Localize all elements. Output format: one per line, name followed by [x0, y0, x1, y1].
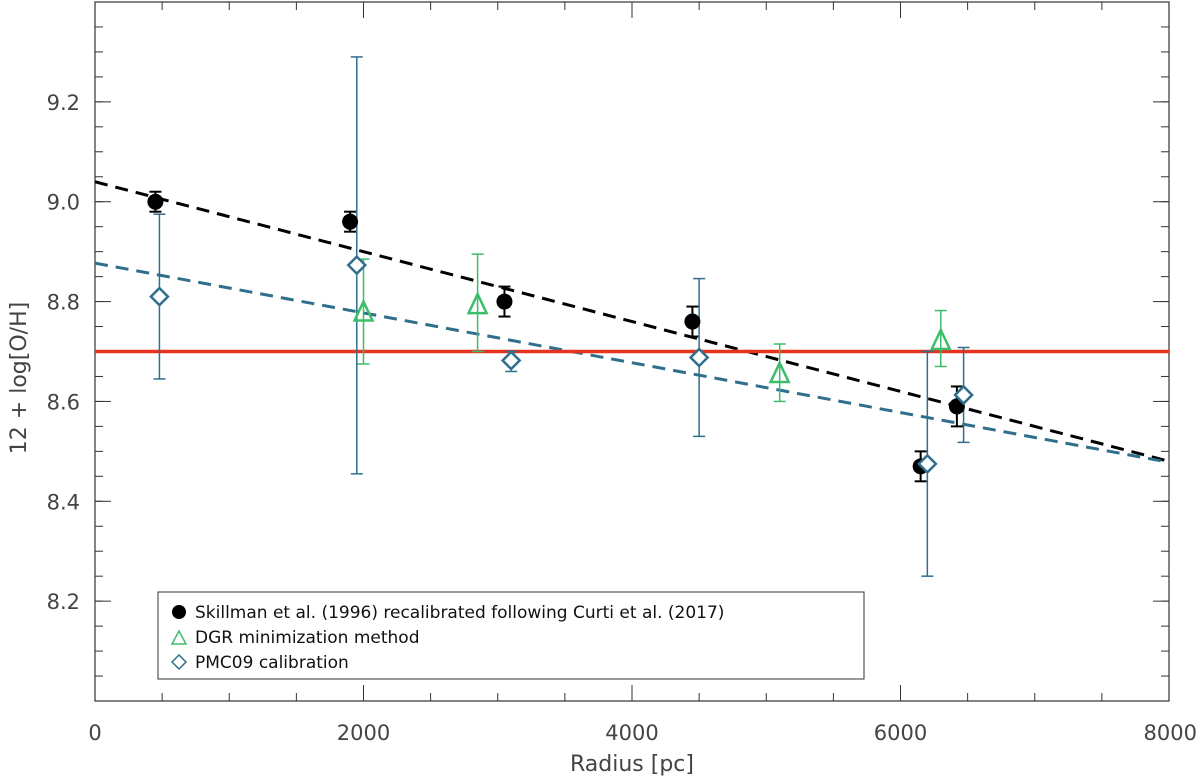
pmc09-point — [149, 286, 170, 307]
legend-box — [157, 591, 865, 680]
x-tick-label: 6000 — [874, 721, 927, 745]
dgr-point — [466, 291, 489, 315]
skillman-point — [342, 213, 359, 230]
skillman-fit-line — [94, 180, 1170, 463]
pmc09-point — [500, 350, 522, 371]
dgr-point — [929, 327, 952, 351]
y-tick-label: 9.2 — [47, 91, 80, 115]
x-axis-title: Radius [pc] — [570, 752, 694, 777]
markers — [147, 193, 974, 475]
legend-label-pmc09: PMC09 calibration — [195, 653, 349, 673]
x-tick-label: 2000 — [337, 721, 390, 745]
y-tick-label: 8.2 — [47, 590, 80, 614]
legend-marker-skillman — [172, 605, 186, 619]
y-tick-label: 9.0 — [47, 191, 80, 215]
legend-marker-pmc09 — [170, 653, 188, 671]
major-ticks — [94, 2, 1170, 701]
y-tick-label: 8.8 — [47, 291, 80, 315]
y-tick-label: 8.4 — [47, 490, 80, 514]
pmc09-point — [953, 384, 974, 406]
error-bars — [149, 56, 970, 577]
pmc09-point — [346, 254, 368, 276]
pmc09-point — [917, 453, 938, 475]
dgr-point — [352, 298, 375, 322]
y-axis-title: 12 + log[O/H] — [7, 302, 32, 454]
x-tick-label: 0 — [88, 721, 101, 745]
legend-label-skillman: Skillman et al. (1996) recalibrated foll… — [195, 603, 724, 623]
x-tick-label: 4000 — [605, 721, 658, 745]
legend: Skillman et al. (1996) recalibrated foll… — [157, 591, 865, 680]
skillman-point — [684, 313, 701, 330]
dgr-point — [768, 360, 791, 384]
skillman-point — [147, 193, 164, 210]
skillman-point — [496, 293, 513, 310]
pmc09-fit-line — [94, 261, 1170, 464]
pmc09-point — [688, 347, 710, 368]
tick-labels: 0 2000 4000 6000 8000 8.2 8.4 8.6 8.8 9.0 9.2 — [47, 91, 1197, 745]
legend-marker-dgr — [170, 629, 188, 645]
x-tick-label: 8000 — [1144, 721, 1197, 745]
fit-lines — [94, 180, 1170, 464]
legend-label-dgr: DGR minimization method — [195, 628, 420, 648]
y-tick-label: 8.6 — [47, 390, 80, 414]
